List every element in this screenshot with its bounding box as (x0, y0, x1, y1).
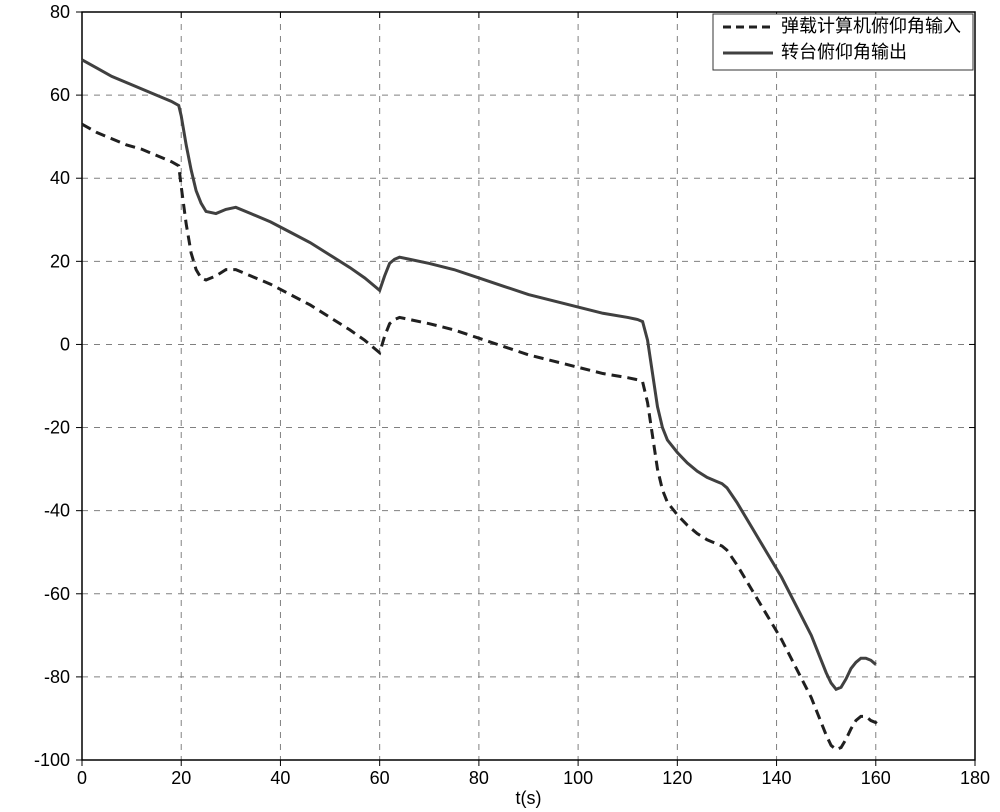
chart-container: 0 20 40 60 80 100 120 140 160 180 -100 -80 -60 -40 -20… (0, 0, 1000, 812)
ytick-label: 60 (50, 85, 70, 105)
ytick-label: -60 (44, 584, 70, 604)
x-axis-label: t(s) (516, 788, 542, 808)
xtick-label: 160 (861, 768, 891, 788)
xtick-label: 180 (960, 768, 990, 788)
ytick-label: -40 (44, 501, 70, 521)
ytick-label: -100 (34, 750, 70, 770)
ytick-label: 0 (60, 334, 70, 354)
xtick-label: 120 (662, 768, 692, 788)
ytick-label: -80 (44, 667, 70, 687)
plot-border (82, 12, 975, 760)
xtick-label: 100 (563, 768, 593, 788)
line-chart: 0 20 40 60 80 100 120 140 160 180 -100 -80 -60 -40 -20… (0, 0, 1000, 812)
legend-label: 转台俯仰角输出 (781, 42, 907, 62)
ytick-label: 80 (50, 2, 70, 22)
ytick-label: -20 (44, 418, 70, 438)
xtick-label: 0 (77, 768, 87, 788)
ytick-label: 20 (50, 251, 70, 271)
legend-label: 弹载计算机俯仰角输入 (781, 16, 961, 36)
series-line (82, 124, 881, 749)
xtick-label: 140 (762, 768, 792, 788)
xtick-label: 20 (171, 768, 191, 788)
xtick-label: 40 (270, 768, 290, 788)
ytick-label: 40 (50, 168, 70, 188)
xtick-label: 80 (469, 768, 489, 788)
xtick-label: 60 (370, 768, 390, 788)
